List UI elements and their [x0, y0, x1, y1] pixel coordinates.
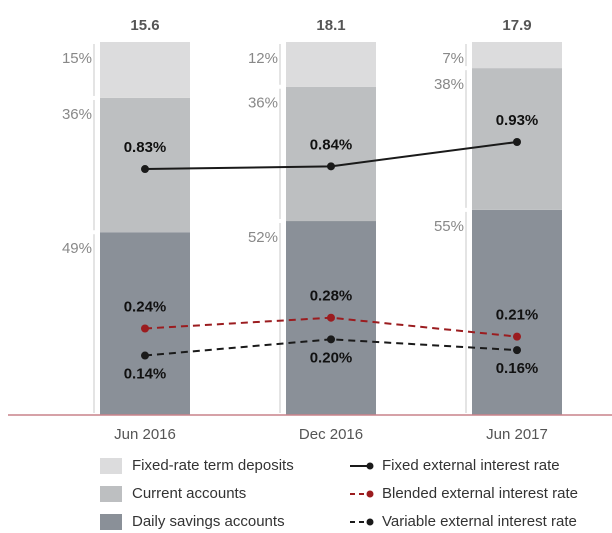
total-label: 17.9 [502, 17, 531, 34]
bar-segment [100, 42, 190, 98]
percent-label: 12% [248, 50, 278, 67]
percent-label: 36% [248, 95, 278, 112]
rate-point [327, 313, 335, 322]
rate-point [141, 165, 149, 174]
legend-swatch [100, 514, 122, 530]
percent-label: 38% [434, 76, 464, 93]
legend-label: Current accounts [132, 485, 246, 502]
rate-label: 0.83% [124, 139, 167, 156]
percent-label: 15% [62, 50, 92, 67]
rate-point [513, 138, 521, 147]
legend-label: Daily savings accounts [132, 513, 285, 530]
percent-label: 55% [434, 218, 464, 235]
rate-point [141, 324, 149, 333]
rate-label: 0.28% [310, 288, 353, 305]
percent-label: 52% [248, 229, 278, 246]
x-tick-label: Jun 2016 [114, 426, 176, 443]
rate-label: 0.14% [124, 366, 167, 383]
rate-point [513, 346, 521, 355]
rate-point [513, 332, 521, 341]
legend-dot [366, 518, 374, 526]
legend-dot [366, 462, 374, 470]
percent-label: 7% [442, 50, 464, 67]
rate-point [327, 162, 335, 171]
percent-label: 36% [62, 106, 92, 123]
rate-point [141, 351, 149, 360]
x-tick-label: Dec 2016 [299, 426, 363, 443]
rate-point [327, 335, 335, 344]
rate-label: 0.24% [124, 298, 167, 315]
rate-label: 0.21% [496, 307, 539, 324]
legend-label: Blended external interest rate [382, 485, 578, 502]
bar-segment [472, 209, 562, 415]
total-label: 18.1 [316, 17, 345, 34]
bar-segment [286, 42, 376, 87]
legend-label: Variable external interest rate [382, 513, 577, 530]
legend-label: Fixed external interest rate [382, 457, 560, 474]
rate-label: 0.84% [310, 136, 353, 153]
rate-label: 0.16% [496, 360, 539, 377]
legend-swatch [100, 458, 122, 474]
rate-label: 0.93% [496, 112, 539, 129]
x-tick-label: Jun 2017 [486, 426, 548, 443]
legend-dot [366, 490, 374, 498]
rate-label: 0.20% [310, 349, 353, 366]
bar-segment [100, 232, 190, 415]
percent-label: 49% [62, 240, 92, 257]
legend-label: Fixed-rate term deposits [132, 457, 294, 474]
total-label: 15.6 [130, 17, 159, 34]
bar-segment [472, 42, 562, 69]
legend-swatch [100, 486, 122, 502]
bar-segment [286, 86, 376, 222]
